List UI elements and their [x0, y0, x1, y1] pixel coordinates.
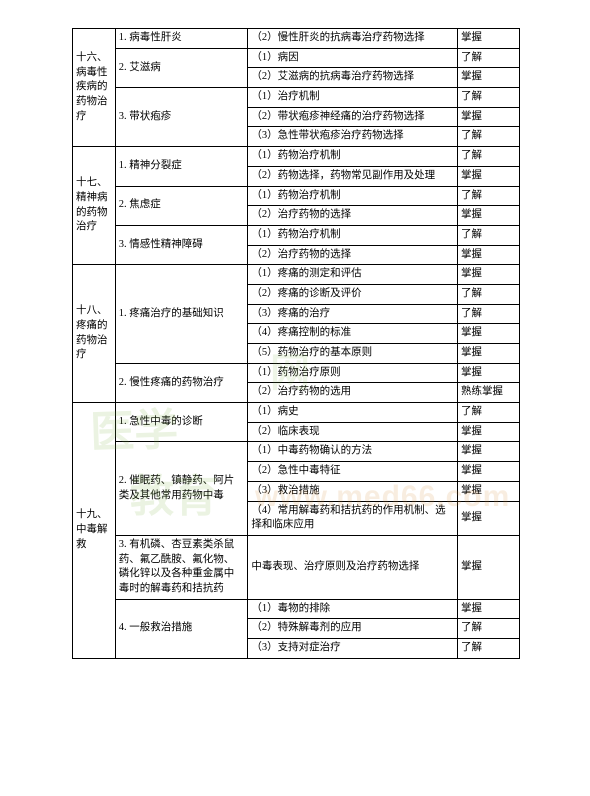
level-cell: 掌握 [457, 206, 519, 226]
detail-cell: （1）药物治疗机制 [248, 147, 458, 167]
table-row: 十八、疼痛的药物治疗1. 疼痛治疗的基础知识（1）疼痛的测定和评估掌握 [73, 265, 520, 285]
level-cell: 掌握 [457, 442, 519, 462]
level-cell: 了解 [457, 225, 519, 245]
table-row: 2. 艾滋病（1）病因了解 [73, 48, 520, 68]
level-cell: 了解 [457, 127, 519, 147]
watermark: 网 [270, 340, 310, 398]
topic-cell: 2. 催眠药、镇静药、阿片类及其他常用药物中毒 [115, 442, 248, 535]
detail-cell: （2）艾滋病的抗病毒治疗药物选择 [248, 68, 458, 88]
detail-cell: （3）急性带状疱疹治疗药物选择 [248, 127, 458, 147]
topic-cell: 1. 疼痛治疗的基础知识 [115, 265, 248, 363]
topic-cell: 3. 有机磷、杏豆素类杀鼠药、氟乙酰胺、氟化物、磷化锌以及各种重金属中毒时的解毒… [115, 535, 248, 599]
topic-cell: 1. 病毒性肝炎 [115, 29, 248, 49]
level-cell: 了解 [457, 147, 519, 167]
level-cell: 了解 [457, 48, 519, 68]
section-cell: 十八、疼痛的药物治疗 [73, 265, 116, 403]
detail-cell: （1）病因 [248, 48, 458, 68]
detail-cell: （4）常用解毒药和拮抗药的作用机制、选择和临床应用 [248, 501, 458, 535]
level-cell: 了解 [457, 304, 519, 324]
table-row: 2. 焦虑症（1）药物治疗机制了解 [73, 186, 520, 206]
detail-cell: （1）治疗机制 [248, 88, 458, 108]
level-cell: 掌握 [457, 265, 519, 285]
table-row: 2. 催眠药、镇静药、阿片类及其他常用药物中毒（1）中毒药物确认的方法掌握 [73, 442, 520, 462]
detail-cell: （1）疼痛的测定和评估 [248, 265, 458, 285]
level-cell: 了解 [457, 186, 519, 206]
section-cell: 十七、精神病的药物治疗 [73, 147, 116, 265]
topic-cell: 2. 焦虑症 [115, 186, 248, 225]
level-cell: 掌握 [457, 535, 519, 599]
topic-cell: 3. 情感性精神障碍 [115, 225, 248, 264]
level-cell: 掌握 [457, 324, 519, 344]
detail-cell: （1）中毒药物确认的方法 [248, 442, 458, 462]
topic-cell: 1. 精神分裂症 [115, 147, 248, 186]
level-cell: 了解 [457, 619, 519, 639]
topic-cell: 3. 带状疱疹 [115, 88, 248, 147]
detail-cell: （2）疼痛的诊断及评价 [248, 284, 458, 304]
detail-cell: （1）药物治疗机制 [248, 186, 458, 206]
detail-cell: （3）支持对症治疗 [248, 639, 458, 659]
table-row: 十九、中毒解救1. 急性中毒的诊断（1）病史了解 [73, 403, 520, 423]
detail-cell: （1）毒物的排除 [248, 599, 458, 619]
level-cell: 掌握 [457, 68, 519, 88]
detail-cell: （2）带状疱疹神经痛的治疗药物选择 [248, 107, 458, 127]
table-row: 3. 情感性精神障碍（1）药物治疗机制了解 [73, 225, 520, 245]
table-row: 十七、精神病的药物治疗1. 精神分裂症（1）药物治疗机制了解 [73, 147, 520, 167]
table-row: 十六、病毒性疾病的药物治疗1. 病毒性肝炎（2）慢性肝炎的抗病毒治疗药物选择掌握 [73, 29, 520, 49]
level-cell: 掌握 [457, 481, 519, 501]
topic-cell: 2. 艾滋病 [115, 48, 248, 87]
level-cell: 掌握 [457, 599, 519, 619]
level-cell: 掌握 [457, 422, 519, 442]
detail-cell: （3）救治措施 [248, 481, 458, 501]
level-cell: 掌握 [457, 29, 519, 49]
level-cell: 掌握 [457, 501, 519, 535]
topic-cell: 1. 急性中毒的诊断 [115, 403, 248, 442]
topic-cell: 2. 慢性疼痛的药物治疗 [115, 363, 248, 402]
detail-cell: （2）急性中毒特征 [248, 462, 458, 482]
detail-cell: （2）治疗药物的选择 [248, 206, 458, 226]
detail-cell: （2）慢性肝炎的抗病毒治疗药物选择 [248, 29, 458, 49]
section-cell: 十六、病毒性疾病的药物治疗 [73, 29, 116, 147]
level-cell: 了解 [457, 639, 519, 659]
table-row: 3. 带状疱疹（1）治疗机制了解 [73, 88, 520, 108]
detail-cell: （2）药物选择，药物常见副作用及处理 [248, 166, 458, 186]
level-cell: 掌握 [457, 245, 519, 265]
level-cell: 掌握 [457, 166, 519, 186]
detail-cell: （1）药物治疗机制 [248, 225, 458, 245]
level-cell: 了解 [457, 284, 519, 304]
detail-cell: （3）疼痛的治疗 [248, 304, 458, 324]
level-cell: 掌握 [457, 344, 519, 364]
detail-cell: 中毒表现、治疗原则及治疗药物选择 [248, 535, 458, 599]
topic-cell: 4. 一般救治措施 [115, 599, 248, 658]
section-cell: 十九、中毒解救 [73, 403, 116, 659]
table-row: 4. 一般救治措施（1）毒物的排除掌握 [73, 599, 520, 619]
level-cell: 掌握 [457, 462, 519, 482]
detail-cell: （2）治疗药物的选择 [248, 245, 458, 265]
table-row: 3. 有机磷、杏豆素类杀鼠药、氟乙酰胺、氟化物、磷化锌以及各种重金属中毒时的解毒… [73, 535, 520, 599]
level-cell: 掌握 [457, 107, 519, 127]
level-cell: 掌握 [457, 363, 519, 383]
detail-cell: （2）临床表现 [248, 422, 458, 442]
level-cell: 熟练掌握 [457, 383, 519, 403]
level-cell: 了解 [457, 88, 519, 108]
level-cell: 了解 [457, 403, 519, 423]
page: 医学 教育 网 www.med66.com 十六、病毒性疾病的药物治疗1. 病毒… [0, 0, 590, 796]
detail-cell: （2）特殊解毒剂的应用 [248, 619, 458, 639]
detail-cell: （1）病史 [248, 403, 458, 423]
